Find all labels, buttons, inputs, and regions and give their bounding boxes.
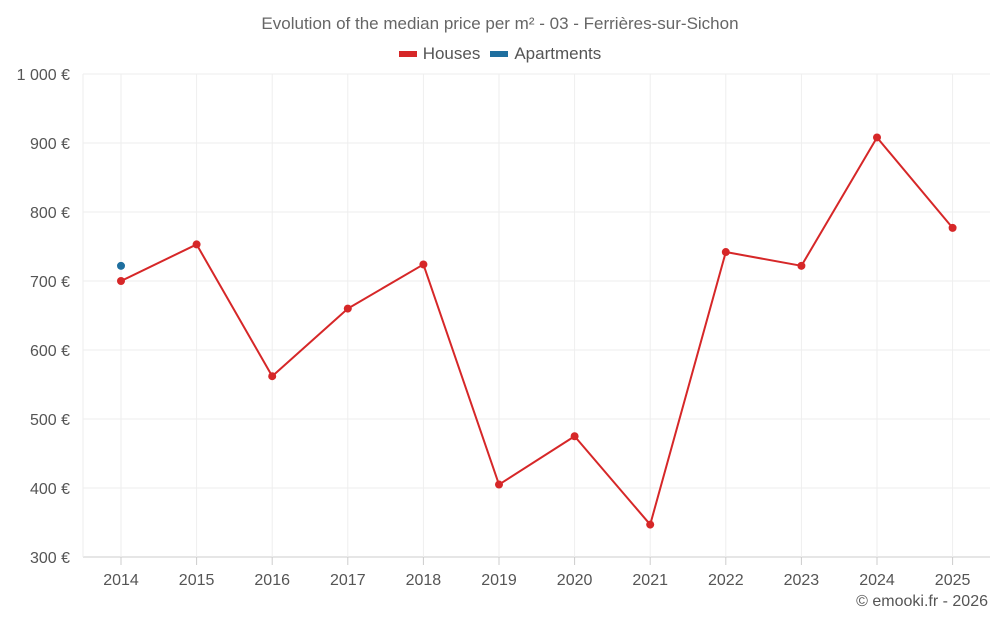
- x-tick-label: 2019: [481, 572, 517, 589]
- y-tick-label: 900 €: [30, 136, 70, 153]
- x-tick-label: 2018: [406, 572, 442, 589]
- legend: Houses Apartments: [0, 44, 1000, 64]
- y-tick-label: 600 €: [30, 343, 70, 360]
- y-tick-label: 300 €: [30, 550, 70, 567]
- chart-title: Evolution of the median price per m² - 0…: [261, 14, 739, 33]
- data-point-houses-2019: [495, 480, 503, 489]
- x-tick-label: 2015: [179, 572, 215, 589]
- data-point-houses-2017: [343, 304, 352, 313]
- data-point-houses-2018: [419, 260, 428, 269]
- legend-label-houses: Houses: [422, 44, 481, 63]
- legend-item-apartments[interactable]: Apartments: [490, 44, 601, 64]
- data-point-houses-2023: [797, 261, 806, 270]
- data-point-apartments-2014: [117, 261, 125, 270]
- x-tick-label: 2014: [103, 572, 139, 589]
- x-tick-label: 2022: [708, 572, 744, 589]
- x-tick-label: 2023: [784, 572, 820, 589]
- y-tick-label: 1 000 €: [17, 67, 70, 84]
- y-tick-label: 700 €: [30, 274, 70, 291]
- y-tick-label: 500 €: [30, 412, 70, 429]
- x-tick-label: 2025: [935, 572, 971, 589]
- y-tick-label: 800 €: [30, 205, 70, 222]
- data-point-houses-2014: [117, 277, 125, 285]
- legend-swatch-houses: [398, 51, 417, 57]
- data-point-houses-2016: [268, 372, 277, 381]
- data-point-houses-2022: [721, 248, 730, 257]
- x-tick-label: 2024: [859, 572, 895, 589]
- data-point-houses-2015: [192, 240, 201, 249]
- data-point-houses-2024: [873, 133, 881, 142]
- legend-swatch-apartments: [490, 51, 509, 57]
- x-tick-label: 2016: [254, 572, 290, 589]
- credit-text: © emooki.fr - 2026: [856, 593, 988, 610]
- series-line-houses: [120, 136, 954, 526]
- data-point-houses-2020: [570, 432, 579, 441]
- legend-label-apartments: Apartments: [514, 44, 602, 63]
- legend-item-houses[interactable]: Houses: [398, 44, 481, 64]
- x-tick-label: 2020: [557, 572, 593, 589]
- data-point-houses-2025: [948, 223, 957, 232]
- x-tick-label: 2017: [330, 572, 366, 589]
- data-point-houses-2021: [646, 520, 655, 529]
- y-tick-label: 400 €: [30, 481, 70, 498]
- x-tick-label: 2021: [632, 572, 668, 589]
